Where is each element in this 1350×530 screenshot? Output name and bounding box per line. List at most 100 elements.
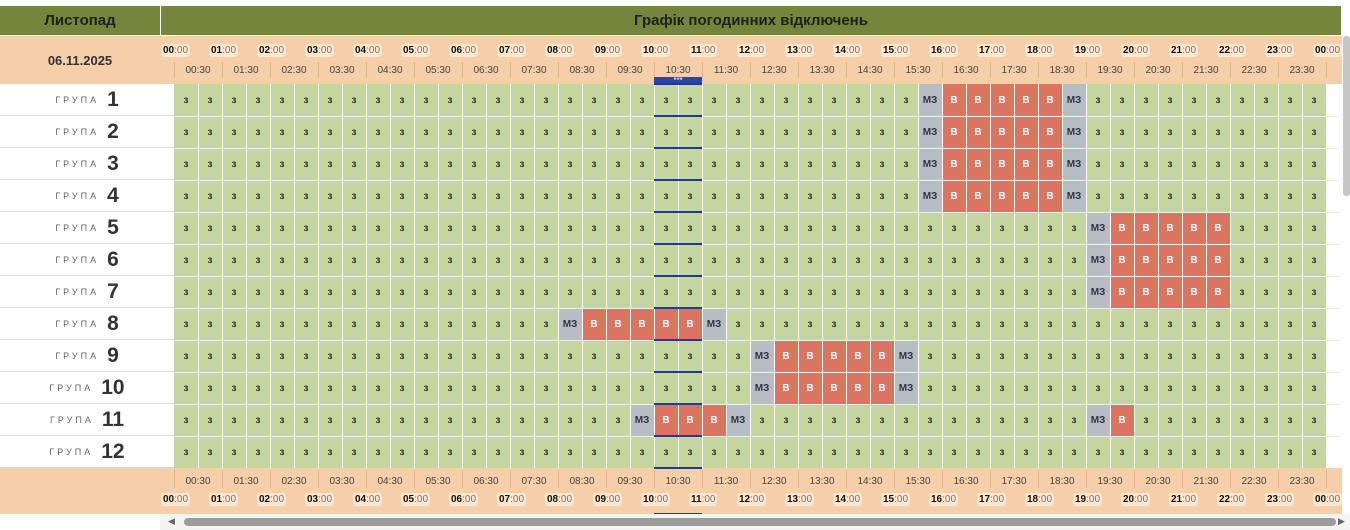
slot-cell: В bbox=[846, 340, 870, 372]
slot-cell: з bbox=[918, 436, 942, 468]
slot-cell: з bbox=[1110, 116, 1134, 148]
slot-cell: з bbox=[1278, 276, 1302, 308]
group-word: ГРУПА bbox=[55, 126, 100, 137]
horizontal-scrollbar-thumb[interactable] bbox=[184, 518, 1336, 526]
slot-cell: з bbox=[1086, 308, 1110, 340]
hour-tick-bottom bbox=[222, 470, 223, 488]
scroll-right-arrow-icon[interactable]: ▶ bbox=[1338, 516, 1345, 526]
hour-label: 11:00 bbox=[689, 44, 718, 57]
row-separator bbox=[174, 404, 1341, 405]
group-label-8: ГРУПА 8 bbox=[0, 308, 174, 340]
hour-tick bbox=[1278, 62, 1279, 78]
slot-cell: з bbox=[1134, 116, 1158, 148]
slot-cell: з bbox=[870, 148, 894, 180]
slot-cell: з bbox=[390, 84, 414, 116]
slot-cell: з bbox=[174, 84, 198, 116]
slot-cell: з bbox=[390, 148, 414, 180]
slot-cell: В bbox=[870, 340, 894, 372]
slot-cell: В bbox=[990, 148, 1014, 180]
slot-cell: В bbox=[1158, 276, 1182, 308]
slot-cell: з bbox=[750, 148, 774, 180]
slot-cell: з bbox=[1254, 404, 1278, 436]
hour-bottom-label: 04:00 bbox=[353, 493, 383, 506]
slot-cell: з bbox=[678, 212, 702, 244]
row-separator bbox=[174, 148, 1341, 149]
slot-cell: з bbox=[174, 148, 198, 180]
slot-cell: з bbox=[990, 372, 1014, 404]
slot-cell: В bbox=[1158, 244, 1182, 276]
slot-cell: з bbox=[294, 340, 318, 372]
slot-cell: з bbox=[366, 340, 390, 372]
slot-cell: з bbox=[774, 404, 798, 436]
half-hour-label: 19:30 bbox=[1097, 65, 1123, 76]
slot-cell: В bbox=[654, 308, 678, 340]
slot-cell: з bbox=[846, 148, 870, 180]
slot-cell: з bbox=[654, 340, 678, 372]
schedule-title-header: Графік погодинних відключень bbox=[161, 6, 1341, 35]
slot-cell: з bbox=[918, 340, 942, 372]
slot-cell: В bbox=[966, 116, 990, 148]
hour-label: 10:00 bbox=[641, 44, 671, 57]
hour-tick-bottom bbox=[606, 470, 607, 488]
slot-cell: з bbox=[942, 340, 966, 372]
slot-cell: з bbox=[918, 308, 942, 340]
slot-cell: з bbox=[366, 276, 390, 308]
slot-cell: з bbox=[870, 116, 894, 148]
slot-cell: з bbox=[462, 148, 486, 180]
slot-cell: з bbox=[534, 84, 558, 116]
hour-tick-bottom bbox=[174, 470, 175, 488]
current-time-line bbox=[654, 147, 702, 149]
current-time-marker: *** bbox=[654, 77, 702, 85]
half-hour-label: 06:30 bbox=[473, 65, 499, 76]
slot-cell: з bbox=[630, 276, 654, 308]
slot-cell: з bbox=[702, 148, 726, 180]
slot-cell: МЗ bbox=[918, 116, 942, 148]
slot-cell: з bbox=[1278, 244, 1302, 276]
slot-cell: з bbox=[702, 372, 726, 404]
hour-tick bbox=[1230, 62, 1231, 78]
slot-cell: В bbox=[1206, 244, 1230, 276]
slot-cell: з bbox=[318, 276, 342, 308]
slot-cell: В bbox=[654, 404, 678, 436]
slot-cell: з bbox=[534, 436, 558, 468]
slot-cell: з bbox=[774, 84, 798, 116]
slot-cell: з bbox=[1158, 372, 1182, 404]
slot-cell: з bbox=[366, 212, 390, 244]
slot-cell: з bbox=[702, 116, 726, 148]
slot-cell: з bbox=[534, 276, 558, 308]
slot-cell: з bbox=[1302, 436, 1326, 468]
slot-cell: з bbox=[966, 372, 990, 404]
hour-tick bbox=[606, 62, 607, 78]
slot-cell: МЗ bbox=[1062, 116, 1086, 148]
slot-cell: з bbox=[1182, 84, 1206, 116]
half-hour-label-bottom: 03:30 bbox=[329, 476, 355, 487]
slot-cell: з bbox=[174, 372, 198, 404]
half-hour-label: 07:30 bbox=[521, 65, 547, 76]
vertical-scrollbar[interactable] bbox=[1343, 36, 1350, 196]
hour-tick bbox=[366, 62, 367, 78]
slot-cell: з bbox=[1038, 436, 1062, 468]
hour-tick-bottom bbox=[1326, 470, 1327, 488]
slot-cell: В bbox=[1110, 404, 1134, 436]
scroll-left-arrow-icon[interactable]: ◀ bbox=[168, 516, 175, 526]
slot-cell: з bbox=[1302, 116, 1326, 148]
slot-cell: з bbox=[1134, 180, 1158, 212]
slot-cell: з bbox=[366, 436, 390, 468]
slot-cell: з bbox=[1206, 436, 1230, 468]
slot-cell: В bbox=[822, 372, 846, 404]
hour-bottom-label: 01:00 bbox=[209, 493, 239, 506]
half-hour-label: 17:30 bbox=[1001, 65, 1027, 76]
slot-cell: з bbox=[294, 116, 318, 148]
half-hour-label-bottom: 20:30 bbox=[1145, 476, 1171, 487]
slot-cell: В bbox=[1038, 116, 1062, 148]
slot-cell: В bbox=[1038, 180, 1062, 212]
slot-cell: В bbox=[990, 116, 1014, 148]
slot-cell: МЗ bbox=[918, 84, 942, 116]
slot-cell: з bbox=[534, 244, 558, 276]
slot-cell: з bbox=[1230, 148, 1254, 180]
slot-cell: з bbox=[990, 276, 1014, 308]
group-label-6: ГРУПА 6 bbox=[0, 244, 174, 276]
slot-cell: з bbox=[1254, 244, 1278, 276]
slot-cell: з bbox=[1182, 148, 1206, 180]
hour-tick bbox=[894, 62, 895, 78]
